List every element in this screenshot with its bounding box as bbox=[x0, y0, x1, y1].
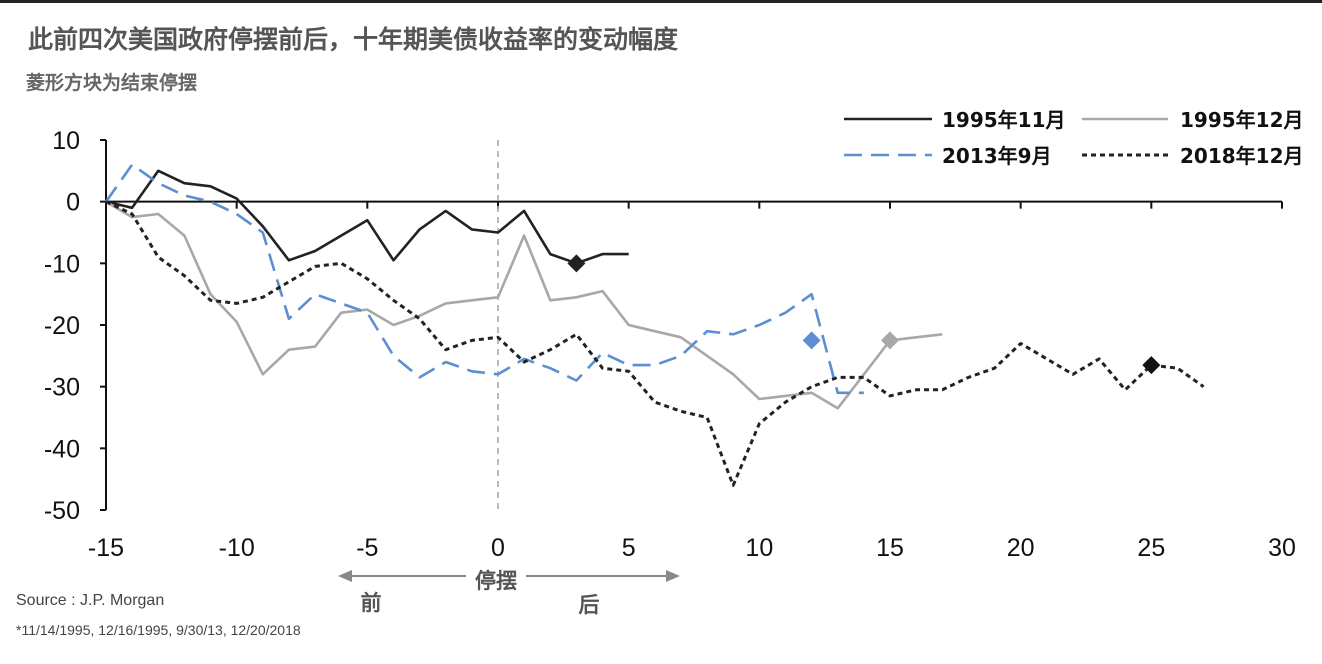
shutdown-end-marker-2 bbox=[881, 331, 899, 350]
x-tick-label: 0 bbox=[491, 534, 505, 562]
legend-label-3: 2013年9月 bbox=[942, 144, 1052, 168]
x-tick-label: -5 bbox=[356, 534, 378, 562]
series-line-3 bbox=[104, 163, 864, 395]
chart-subtitle: 菱形方块为结束停摆 bbox=[26, 72, 198, 94]
annotation-shutdown: 停摆 bbox=[475, 569, 517, 593]
y-tick-label: -50 bbox=[44, 497, 80, 525]
chart-annotations: 停摆前 后 bbox=[338, 569, 680, 617]
chart-legend: 1995年11月 1995年12月 2013年9月 2018年12月 bbox=[844, 108, 1304, 168]
x-tick-label: 10 bbox=[745, 534, 773, 562]
shutdown-end-marker-4 bbox=[1142, 356, 1161, 375]
legend-label-1: 1995年11月 bbox=[942, 108, 1066, 132]
x-tick-label: 30 bbox=[1268, 534, 1296, 562]
x-tick-label: -15 bbox=[88, 534, 124, 562]
y-tick-label: -20 bbox=[44, 312, 80, 340]
series-line-2 bbox=[105, 200, 943, 410]
y-tick-label: -30 bbox=[44, 374, 80, 402]
arrow-right-head bbox=[666, 570, 680, 582]
x-tick-label: -10 bbox=[219, 534, 255, 562]
shutdown-end-marker-3 bbox=[802, 331, 821, 350]
y-tick-label: 10 bbox=[52, 127, 80, 155]
shutdown-end-marker-1 bbox=[567, 254, 586, 273]
series-line-4 bbox=[105, 200, 1205, 487]
y-tick-label: 0 bbox=[66, 189, 80, 217]
chart-lines bbox=[104, 163, 1205, 487]
source-note: Source : J.P. Morgan bbox=[16, 592, 165, 609]
chart-end-markers bbox=[567, 254, 1161, 375]
x-tick-label: 15 bbox=[876, 534, 904, 562]
annotation-after: 后 bbox=[579, 593, 600, 617]
annotation-before: 前 bbox=[361, 591, 382, 615]
y-tick-label: -10 bbox=[44, 250, 80, 278]
series-line-1 bbox=[105, 169, 629, 265]
dates-note: *11/14/1995, 12/16/1995, 9/30/13, 12/20/… bbox=[16, 622, 301, 638]
x-tick-label: 25 bbox=[1137, 534, 1165, 562]
chart-title: 此前四次美国政府停摆前后，十年期美债收益率的变动幅度 bbox=[28, 25, 679, 54]
x-tick-label: 20 bbox=[1007, 534, 1035, 562]
legend-label-2: 1995年12月 bbox=[1180, 108, 1304, 132]
y-tick-label: -40 bbox=[44, 435, 80, 463]
x-tick-label: 5 bbox=[622, 534, 636, 562]
top-border bbox=[0, 0, 1322, 3]
arrow-left-head bbox=[338, 570, 352, 582]
chart-axes: 100-10-20-30-40-50-15 -10 -5 0 5 10 15 20 25 30 bbox=[44, 127, 1296, 562]
legend-label-4: 2018年12月 bbox=[1180, 144, 1304, 168]
